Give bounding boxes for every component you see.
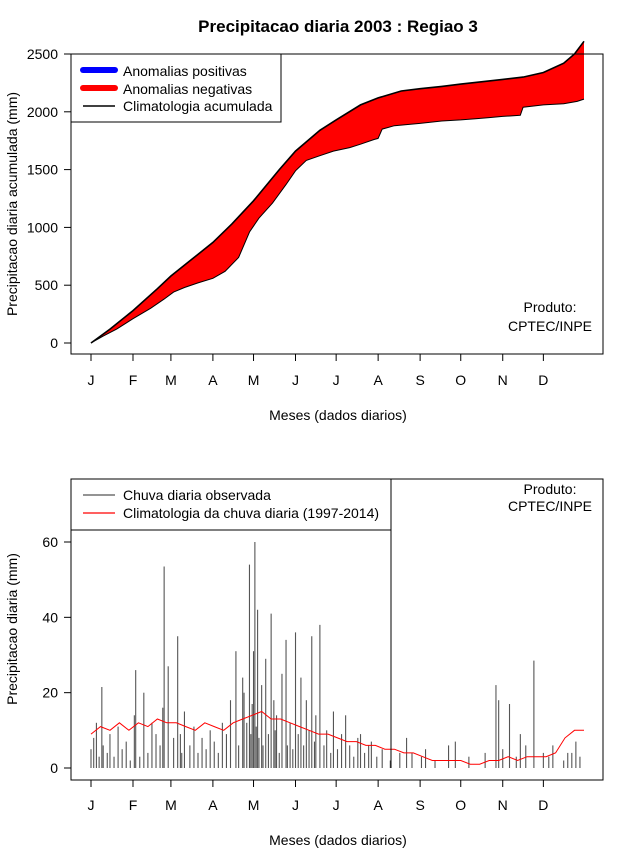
x-tick-label: S — [415, 372, 424, 388]
legend-negative-label: Anomalias negativas — [123, 81, 252, 97]
x-tick-label: J — [88, 372, 95, 388]
legend-climatology-label: Climatologia acumulada — [123, 98, 273, 114]
x-tick-label: S — [415, 797, 424, 813]
y-tick-label: 2500 — [27, 46, 58, 62]
daily-chart: 0 20 40 60 J F M A M J J A S O N D Meses (dados diario… — [4, 478, 604, 848]
x-tick-label: M — [165, 372, 177, 388]
x-tick-label: A — [208, 372, 218, 388]
daily-series — [90, 542, 584, 768]
x-tick-label: D — [538, 372, 548, 388]
top-product-source: CPTEC/INPE — [508, 318, 592, 334]
legend-observed-label: Chuva diaria observada — [123, 487, 271, 503]
x-tick-label: O — [455, 797, 466, 813]
x-tick-label: J — [333, 372, 340, 388]
bottom-product-source: CPTEC/INPE — [508, 498, 592, 514]
x-tick-label: A — [373, 797, 383, 813]
x-tick-label: M — [248, 372, 260, 388]
y-tick-label: 1500 — [27, 162, 58, 178]
x-tick-label: F — [129, 797, 138, 813]
cumulative-chart: 0 500 1000 1500 2000 2500 J F M A M J J A S O N D Meses … — [4, 40, 604, 423]
x-tick-label: J — [292, 797, 299, 813]
y-tick-label: 2000 — [27, 104, 58, 120]
bottom-x-axis-label: Meses (dados diarios) — [269, 832, 407, 848]
cumulative-series — [90, 40, 585, 344]
top-y-axis-label: Precipitacao diaria acumulada (mm) — [4, 92, 20, 316]
x-tick-label: F — [129, 372, 138, 388]
climatology-cumulative-line — [90, 40, 585, 344]
x-tick-label: A — [373, 372, 383, 388]
daily-climatology-line — [90, 710, 584, 765]
x-tick-label: J — [333, 797, 340, 813]
bottom-legend: Chuva diaria observada Climatologia da c… — [70, 478, 392, 531]
top-product-label: Produto: — [524, 299, 577, 315]
y-tick-label: 40 — [42, 609, 58, 625]
y-tick-label: 500 — [35, 277, 59, 293]
x-tick-label: M — [165, 797, 177, 813]
x-tick-label: J — [88, 797, 95, 813]
negative-anomaly-area — [91, 41, 584, 344]
y-tick-label: 1000 — [27, 219, 58, 235]
y-tick-label: 60 — [42, 534, 58, 550]
x-tick-label: A — [208, 797, 218, 813]
y-tick-label: 0 — [50, 760, 58, 776]
bottom-y-axis: 0 20 40 60 — [42, 534, 71, 776]
x-tick-label: M — [248, 797, 260, 813]
legend-daily-climatology-label: Climatologia da chuva diaria (1997-2014) — [123, 505, 379, 521]
x-tick-label: D — [538, 797, 548, 813]
observed-cumulative-line — [90, 98, 585, 344]
x-tick-label: N — [498, 372, 508, 388]
x-tick-label: O — [455, 372, 466, 388]
bottom-product-label: Produto: — [524, 481, 577, 497]
top-x-axis-label: Meses (dados diarios) — [269, 407, 407, 423]
top-plot-border — [70, 53, 604, 355]
top-y-axis: 0 500 1000 1500 2000 2500 — [27, 46, 71, 351]
x-tick-label: J — [292, 372, 299, 388]
chart-title: Precipitacao diaria 2003 : Regiao 3 — [198, 17, 478, 36]
x-tick-label: N — [498, 797, 508, 813]
bottom-legend-box — [70, 478, 392, 531]
legend-positive-label: Anomalias positivas — [123, 63, 247, 79]
y-tick-label: 20 — [42, 685, 58, 701]
bottom-y-axis-label: Precipitacao diaria (mm) — [4, 553, 20, 705]
top-legend: Anomalias positivas Anomalias negativas … — [70, 53, 282, 123]
y-tick-label: 0 — [50, 335, 58, 351]
